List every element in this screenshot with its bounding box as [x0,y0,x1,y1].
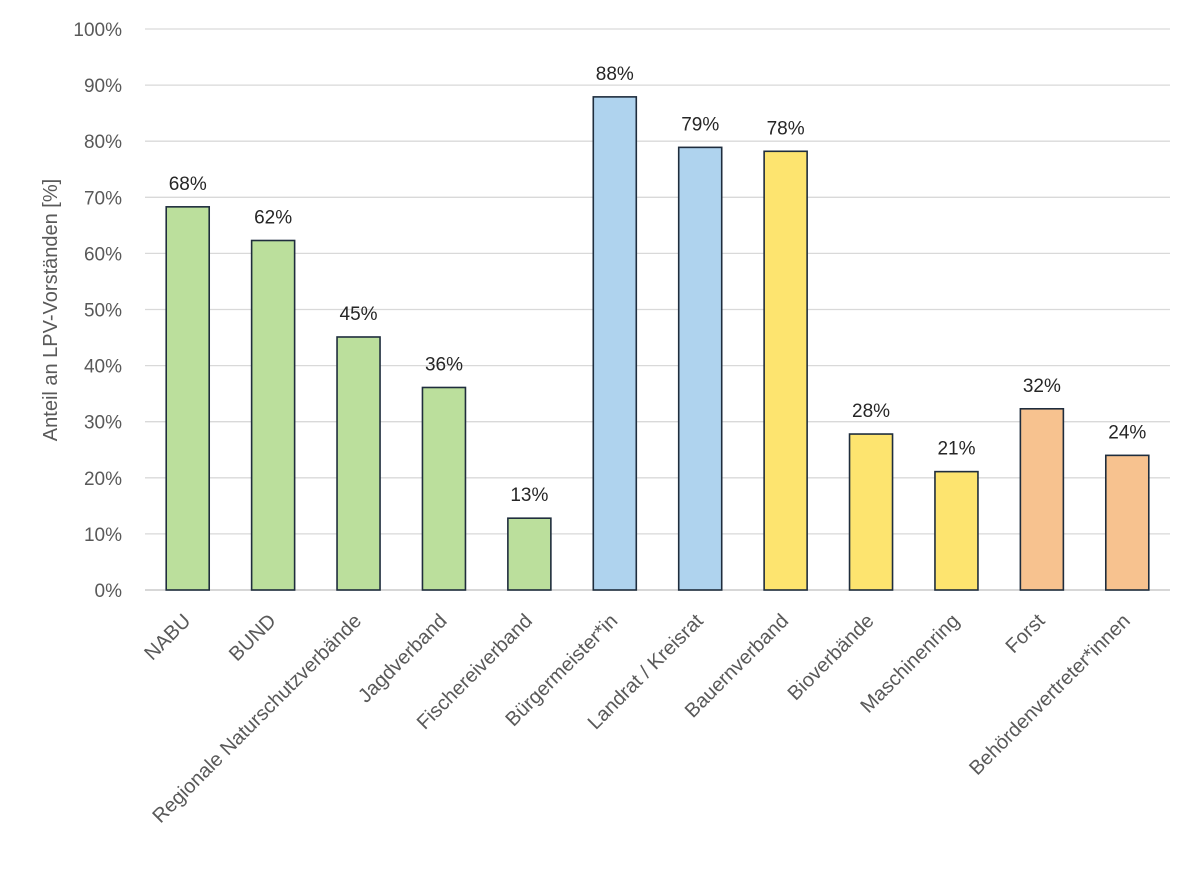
y-tick-label: 90% [84,76,122,97]
bar [763,150,808,591]
bar [507,517,552,591]
x-tick-label: NABU [140,610,195,665]
data-labels: 68% 62% 45% 36% 13% 88% 79% 78% 28% 21% 32% 24% [169,64,1147,506]
bar [934,470,979,591]
bar [848,433,894,591]
y-tick-label: 80% [84,132,122,153]
x-tick-label: Forst [1002,610,1050,658]
bars [165,96,1150,591]
bar [1104,454,1150,591]
x-tick-label: Jagdverband [354,610,451,707]
y-tick-label: 70% [84,188,122,209]
bar [1019,407,1065,591]
bar [336,336,381,591]
x-tick-label: BUND [225,610,281,666]
y-axis-title: Anteil an LPV-Vorständen [%] [40,179,62,441]
bar [250,239,296,591]
bar [592,96,638,591]
data-label: 79% [681,114,719,135]
y-tick-label: 30% [84,413,122,434]
x-tick-label: Bioverbände [784,610,879,705]
data-label: 78% [767,118,805,139]
y-tick-label: 60% [84,244,122,265]
y-tick-label: 100% [73,20,122,41]
x-tick-label: Behördenvertreter*innen [965,610,1135,780]
y-tick-label: 40% [84,357,122,378]
data-label: 88% [596,64,634,85]
data-label: 21% [937,439,975,460]
data-label: 68% [169,174,207,195]
data-label: 62% [254,207,292,228]
data-label: 28% [852,401,890,422]
y-axis-ticks: 0% 10% 20% 30% 40% 50% 60% 70% 80% 90% 100% [73,20,122,602]
y-tick-label: 0% [95,581,123,602]
data-label: 36% [425,354,463,375]
y-tick-label: 20% [84,469,122,490]
y-tick-label: 10% [84,525,122,546]
bar [165,206,211,591]
bar [677,146,723,591]
data-label: 45% [340,304,378,325]
bar [421,386,467,591]
data-label: 32% [1023,376,1061,397]
data-label: 24% [1108,422,1146,443]
gridlines [145,28,1170,591]
data-label: 13% [510,485,548,506]
y-tick-label: 50% [84,301,122,322]
